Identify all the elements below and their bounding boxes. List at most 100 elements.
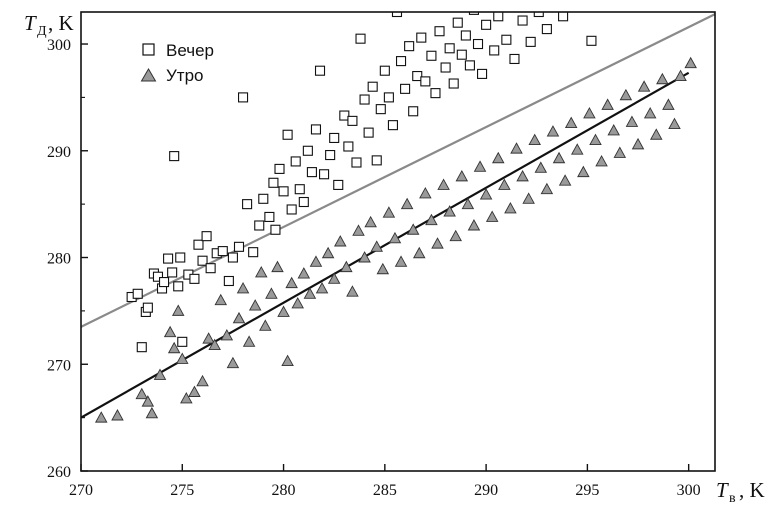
y-tick-label: 300 — [47, 37, 71, 54]
data-point-evening — [426, 50, 437, 61]
markers — [94, 1, 697, 423]
data-point-morning — [327, 272, 341, 284]
data-point-evening — [242, 199, 253, 210]
data-point-evening — [379, 65, 390, 76]
data-point-evening — [430, 88, 441, 99]
data-point-evening — [452, 17, 463, 28]
data-point-morning — [370, 240, 383, 252]
data-point-evening — [314, 65, 326, 76]
data-point-morning — [382, 206, 396, 218]
data-point-morning — [662, 98, 675, 110]
data-point-evening — [509, 53, 520, 65]
data-point-morning — [226, 356, 240, 369]
data-point-evening — [464, 60, 475, 71]
data-point-evening — [493, 12, 504, 22]
data-point-evening — [310, 124, 322, 135]
data-point-morning — [291, 296, 304, 309]
data-point-evening — [541, 24, 552, 35]
data-point-evening — [278, 186, 289, 197]
legend-label-morning: Утро — [166, 66, 204, 85]
data-point-morning — [141, 395, 155, 407]
data-point-morning — [346, 285, 359, 297]
data-point-evening — [434, 26, 445, 37]
data-point-evening — [472, 38, 484, 50]
data-point-morning — [167, 341, 181, 354]
data-point-evening — [142, 302, 153, 313]
data-point-evening — [254, 220, 265, 231]
data-point-evening — [258, 193, 269, 204]
data-point-evening — [233, 241, 245, 252]
data-point-morning — [595, 155, 608, 167]
data-point-morning — [425, 213, 438, 226]
data-point-morning — [163, 325, 177, 338]
data-point-morning — [94, 411, 108, 423]
data-point-morning — [248, 299, 262, 311]
y-axis-title: T Д , K — [24, 11, 74, 39]
data-point-evening — [586, 35, 597, 46]
x-axis-var: T — [716, 478, 729, 502]
data-point-evening — [420, 76, 431, 87]
y-axis-var: T — [24, 11, 37, 35]
data-point-evening — [440, 62, 451, 73]
data-point-evening — [412, 70, 423, 82]
data-point-evening — [525, 36, 536, 47]
data-point-evening — [237, 92, 249, 103]
data-point-morning — [236, 282, 250, 294]
data-point-evening — [227, 252, 238, 263]
data-point-evening — [132, 288, 143, 299]
data-point-morning — [504, 201, 517, 214]
x-tick-label: 295 — [575, 482, 599, 499]
data-point-evening — [371, 155, 382, 166]
data-point-evening — [391, 12, 403, 18]
data-point-morning — [668, 117, 681, 130]
data-point-evening — [489, 45, 500, 56]
data-point-evening — [481, 19, 492, 30]
legend: Вечер Утро — [140, 41, 214, 85]
data-point-morning — [479, 188, 493, 200]
data-point-evening — [351, 157, 362, 168]
x-tick-label: 270 — [69, 482, 93, 499]
data-point-morning — [388, 231, 402, 244]
data-point-evening — [294, 184, 305, 195]
data-point-morning — [540, 182, 554, 195]
data-point-evening — [136, 342, 147, 353]
data-point-morning — [180, 391, 193, 404]
data-point-morning — [220, 329, 234, 341]
data-point-morning — [376, 262, 390, 275]
data-point-morning — [153, 368, 167, 380]
legend-label-evening: Вечер — [166, 41, 214, 60]
data-point-evening — [282, 129, 293, 140]
data-point-morning — [214, 293, 228, 306]
data-point-morning — [171, 304, 185, 316]
data-point-morning — [176, 352, 189, 364]
data-point-evening — [306, 167, 317, 178]
data-point-evening — [248, 247, 259, 258]
data-point-morning — [601, 98, 614, 110]
data-point-morning — [443, 205, 456, 217]
data-point-morning — [135, 387, 149, 400]
data-point-evening — [205, 263, 216, 274]
y-tick-label: 260 — [47, 464, 71, 481]
data-point-morning — [271, 260, 284, 273]
data-point-morning — [265, 287, 278, 299]
data-point-morning — [406, 223, 420, 235]
data-point-evening — [501, 34, 512, 45]
data-point-evening — [416, 32, 427, 43]
data-point-morning — [571, 143, 584, 155]
data-point-evening — [274, 163, 285, 174]
data-point-morning — [631, 137, 645, 150]
data-point-morning — [684, 56, 697, 69]
data-point-morning — [528, 133, 541, 146]
data-point-evening — [558, 12, 569, 22]
data-point-morning — [589, 133, 602, 146]
data-point-evening — [533, 12, 544, 18]
data-point-evening — [506, 1, 515, 10]
data-point-evening — [343, 141, 354, 152]
data-point-evening — [355, 33, 366, 44]
data-point-morning — [145, 406, 159, 419]
fit-line-morning — [81, 71, 690, 419]
data-point-evening — [456, 49, 467, 60]
data-point-evening — [329, 132, 340, 144]
data-point-evening — [223, 275, 234, 287]
